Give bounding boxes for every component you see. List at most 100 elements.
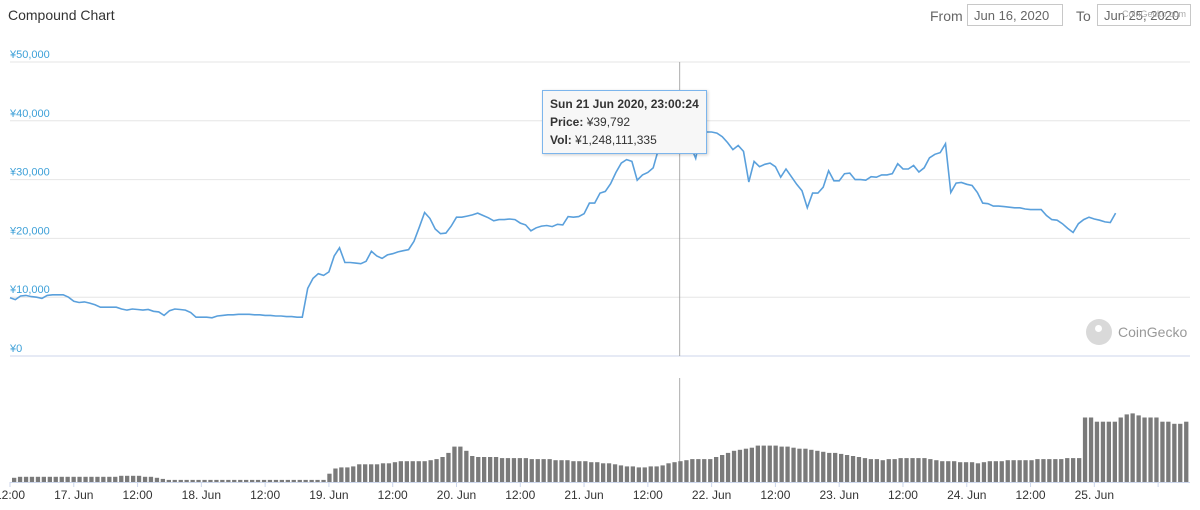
volume-bar — [1148, 417, 1153, 482]
x-tick-label: 17. Jun — [54, 488, 93, 502]
volume-bar — [708, 459, 713, 482]
volume-bar — [934, 460, 939, 482]
credit-link[interactable]: CoinGecko.com — [1122, 9, 1187, 19]
volume-bar — [999, 461, 1004, 482]
volume-bar — [202, 479, 207, 482]
volume-bar — [1136, 415, 1141, 482]
volume-bar — [969, 462, 975, 482]
volume-bar — [369, 464, 374, 482]
volume-bar — [761, 445, 766, 482]
volume-bar — [1077, 458, 1082, 482]
volume-bar — [309, 479, 314, 482]
x-tick-label: 18. Jun — [182, 488, 221, 502]
from-date-input[interactable]: Jun 16, 2020 — [967, 4, 1063, 26]
volume-bar — [565, 460, 570, 482]
to-date-input[interactable]: Jun 25, 2020 — [1097, 4, 1191, 26]
volume-bar — [351, 466, 356, 482]
volume-bar — [1011, 460, 1016, 482]
volume-bar — [690, 459, 695, 482]
volume-bar — [720, 455, 725, 482]
volume-bar — [226, 479, 231, 482]
x-tick-label: 12:00 — [633, 488, 663, 502]
volume-bar — [654, 466, 659, 482]
volume-bar — [1130, 413, 1135, 482]
volume-bar — [184, 479, 189, 482]
volume-bar — [702, 459, 707, 482]
volume-bar — [83, 476, 88, 482]
volume-bar — [916, 458, 921, 482]
volume-bar — [119, 475, 124, 482]
volume-bar — [529, 459, 534, 482]
volume-bar — [154, 477, 160, 482]
volume-bar — [452, 446, 457, 482]
volume-bar — [1059, 459, 1064, 482]
volume-bar — [963, 462, 969, 482]
x-tick-label: 12:00 — [123, 488, 153, 502]
volume-bar — [339, 467, 344, 482]
volume-bar — [993, 461, 998, 482]
tooltip-date: Sun 21 Jun 2020, 23:00:24 — [550, 97, 699, 111]
volume-bar — [261, 479, 267, 482]
volume-bar — [1160, 421, 1165, 482]
volume-bar — [571, 461, 576, 482]
volume-bar — [1029, 460, 1034, 482]
chart-tooltip: Sun 21 Jun 2020, 23:00:24 Price: ¥39,792… — [542, 90, 707, 154]
volume-bar — [244, 479, 249, 482]
volume-bar — [131, 475, 136, 482]
volume-bar — [208, 479, 213, 482]
volume-bar — [922, 458, 927, 482]
tooltip-volume: Vol: ¥1,248,111,335 — [550, 133, 657, 147]
volume-bar — [583, 461, 588, 482]
volume-bar — [363, 464, 368, 482]
volume-bar — [315, 479, 320, 482]
x-tick-label: 19. Jun — [309, 488, 348, 502]
volume-bar — [410, 461, 415, 482]
volume-bar — [160, 478, 165, 482]
chart-title: Compound Chart — [8, 7, 115, 23]
volume-bar — [1065, 458, 1070, 482]
volume-bar — [928, 459, 933, 482]
y-tick-label: ¥0 — [9, 343, 22, 355]
volume-bar — [250, 479, 255, 482]
x-tick-label: 20. Jun — [437, 488, 476, 502]
volume-bar — [601, 463, 606, 482]
volume-bar — [815, 450, 820, 482]
volume-bar — [499, 458, 505, 482]
volume-bar — [666, 463, 671, 482]
volume-bar — [910, 458, 915, 482]
volume-bar — [470, 456, 475, 482]
volume-bar — [1071, 458, 1076, 482]
volume-bar — [785, 446, 790, 482]
volume-bar — [1112, 421, 1117, 482]
to-label: To — [1076, 8, 1091, 24]
volume-bar — [773, 445, 778, 482]
volume-bar — [672, 462, 677, 482]
volume-bar — [642, 467, 647, 482]
volume-bar — [684, 460, 689, 482]
x-tick-label: 23. Jun — [820, 488, 859, 502]
volume-bar — [714, 457, 719, 482]
x-tick-label: 24. Jun — [947, 488, 986, 502]
volume-bar — [214, 479, 219, 482]
volume-bar — [511, 458, 517, 482]
volume-bar — [868, 459, 873, 482]
x-tick-label: 12:00 — [378, 488, 408, 502]
volume-bar — [821, 451, 826, 482]
volume-bar — [827, 452, 832, 482]
volume-bar — [743, 448, 749, 482]
volume-bar — [172, 479, 177, 482]
volume-bar — [327, 473, 332, 482]
volume-bar — [1106, 421, 1111, 482]
volume-bar — [398, 461, 403, 482]
volume-bar — [559, 460, 564, 482]
volume-bar — [523, 458, 528, 482]
volume-bar — [803, 448, 808, 482]
volume-bar — [1124, 414, 1129, 482]
volume-bar — [142, 476, 148, 482]
volume-bar — [1172, 423, 1177, 482]
from-label: From — [930, 8, 963, 24]
price-series-line — [9, 119, 1117, 319]
volume-bar — [737, 449, 743, 482]
volume-bar — [59, 476, 64, 482]
